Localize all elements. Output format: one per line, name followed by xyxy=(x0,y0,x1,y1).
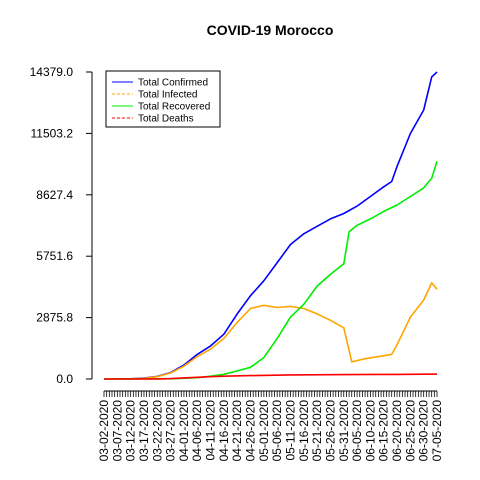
y-tick-label: 11503.2 xyxy=(31,126,74,140)
legend-label-total-confirmed: Total Confirmed xyxy=(138,78,208,89)
x-tick-label: 06-10-2020 xyxy=(363,400,377,462)
x-tick-label: 05-31-2020 xyxy=(337,400,351,462)
legend-label-total-recovered: Total Recovered xyxy=(138,102,210,113)
x-tick-label: 05-11-2020 xyxy=(283,400,297,461)
x-tick-label: 04-06-2020 xyxy=(190,400,204,462)
y-tick-label: 14379.0 xyxy=(30,65,74,79)
y-tick-label: 8627.4 xyxy=(36,188,73,202)
x-tick-label: 03-12-2020 xyxy=(124,400,138,462)
x-tick-label: 05-06-2020 xyxy=(270,400,284,462)
legend-label-total-infected: Total Infected xyxy=(138,90,197,101)
x-tick-label: 05-26-2020 xyxy=(323,400,337,462)
x-tick-label: 06-25-2020 xyxy=(403,400,417,462)
x-tick-label: 03-22-2020 xyxy=(150,400,164,462)
x-tick-label: 03-17-2020 xyxy=(137,400,151,462)
y-tick-label: 5751.6 xyxy=(36,249,73,263)
x-tick-label: 04-11-2020 xyxy=(204,400,218,461)
x-tick-label: 04-16-2020 xyxy=(217,400,231,462)
x-tick-label: 04-01-2020 xyxy=(177,400,191,462)
x-tick-label: 03-02-2020 xyxy=(97,400,111,462)
series-layer xyxy=(103,71,438,380)
y-axis: 0.0 2875.8 5751.6 8627.4 11503.2 14379.0 xyxy=(30,65,93,386)
x-tick-label: 04-21-2020 xyxy=(230,400,244,462)
x-tick-label: 06-20-2020 xyxy=(390,400,404,462)
x-tick-label: 06-05-2020 xyxy=(350,400,364,462)
series-line-total-recovered xyxy=(103,160,438,380)
x-tick-label: 05-21-2020 xyxy=(310,400,324,462)
x-tick-label: 03-27-2020 xyxy=(164,400,178,462)
legend-label-total-deaths: Total Deaths xyxy=(138,114,194,125)
x-tick-label: 05-01-2020 xyxy=(257,400,271,462)
x-tick-label: 06-30-2020 xyxy=(417,400,431,462)
x-tick-label: 05-16-2020 xyxy=(297,400,311,462)
y-tick-label: 0.0 xyxy=(56,372,73,386)
chart-title: COVID-19 Morocco xyxy=(207,22,334,38)
x-axis: 03-02-2020 03-07-2020 03-12-2020 03-17-2020… xyxy=(97,390,444,462)
series-line-total-infected xyxy=(103,282,438,380)
x-tick-label: 07-05-2020 xyxy=(430,400,444,462)
x-tick-label: 06-15-2020 xyxy=(377,400,391,462)
x-tick-label: 04-26-2020 xyxy=(244,400,258,462)
y-tick-label: 2875.8 xyxy=(36,311,73,325)
x-tick-label: 03-07-2020 xyxy=(110,400,124,462)
series-line-total-deaths xyxy=(103,373,438,380)
